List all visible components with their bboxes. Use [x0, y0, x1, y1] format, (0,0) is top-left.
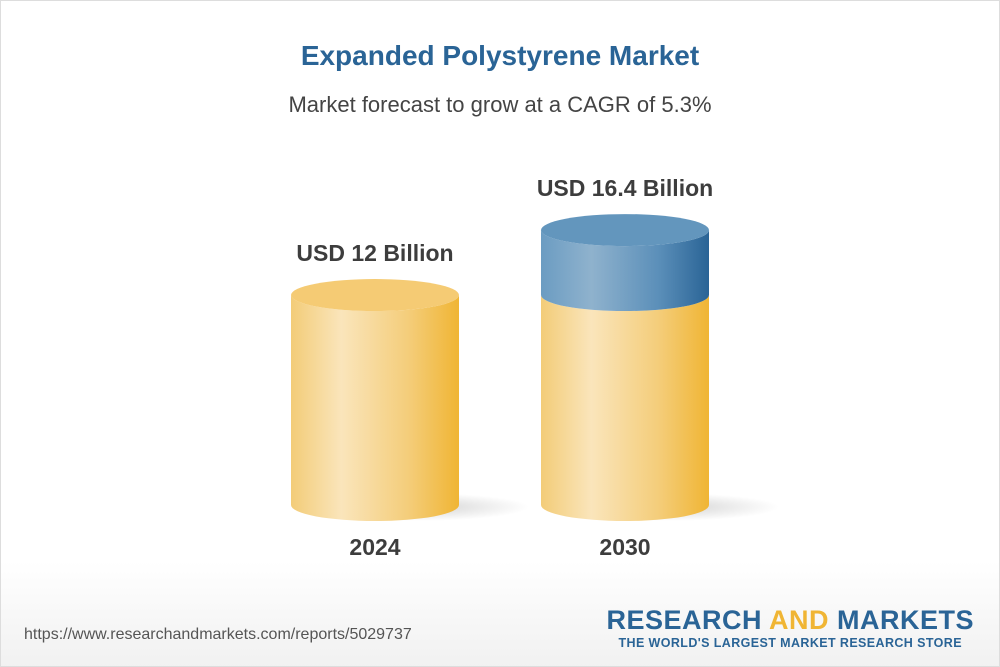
research-and-markets-logo: RESEARCH AND MARKETS THE WORLD'S LARGEST…	[606, 606, 974, 650]
logo-word: MARKETS	[837, 605, 974, 635]
category-label: 2024	[349, 534, 400, 560]
chart-subtitle: Market forecast to grow at a CAGR of 5.3…	[288, 92, 712, 117]
bar-top	[541, 214, 709, 247]
bar-2024	[291, 295, 459, 521]
logo-word: RESEARCH	[606, 605, 762, 635]
value-label: USD 12 Billion	[296, 240, 453, 266]
bar-growth-2030	[541, 230, 709, 312]
source-url[interactable]: https://www.researchandmarkets.com/repor…	[24, 626, 412, 643]
bar-base-2030	[541, 295, 709, 521]
logo-tagline: THE WORLD'S LARGEST MARKET RESEARCH STOR…	[618, 636, 962, 650]
logo-word: AND	[768, 605, 829, 635]
value-label: USD 16.4 Billion	[537, 175, 713, 201]
chart-title: Expanded Polystyrene Market	[300, 40, 700, 71]
category-label: 2030	[599, 534, 650, 560]
bar-top	[291, 279, 459, 312]
